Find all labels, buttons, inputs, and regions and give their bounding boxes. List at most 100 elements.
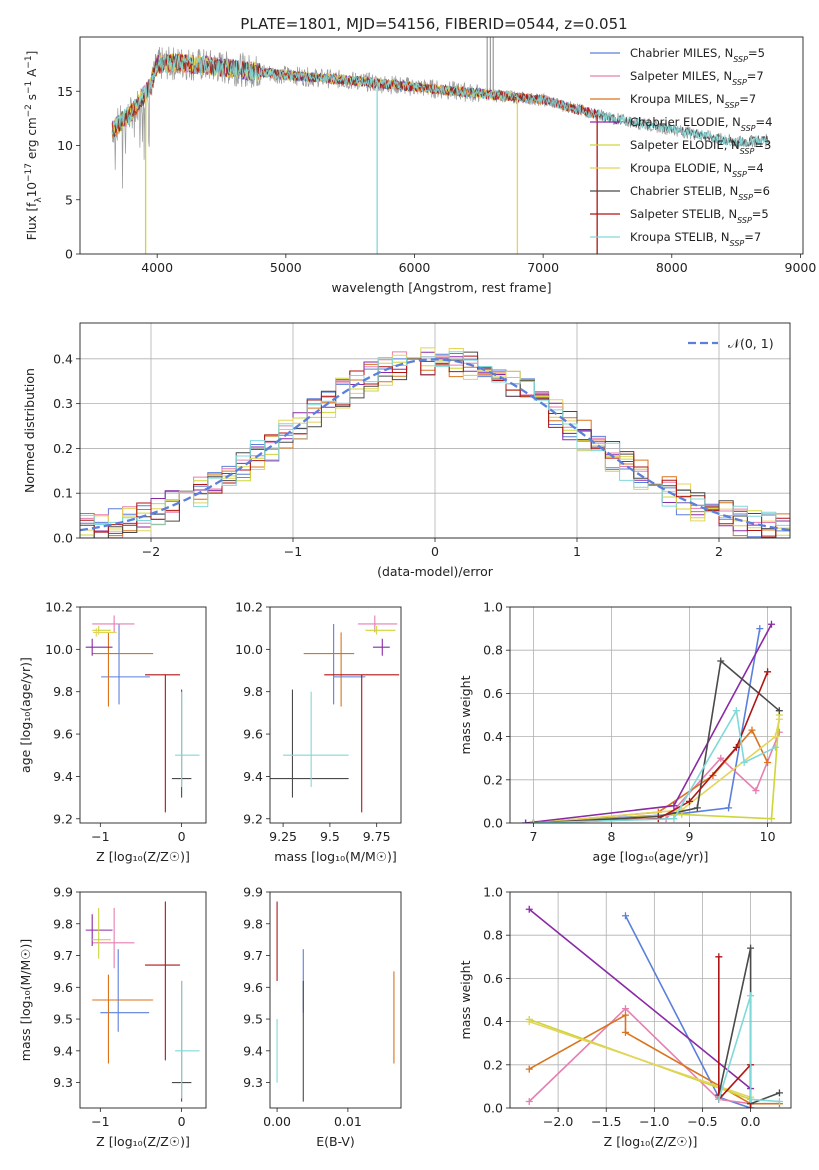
plot-area-age-vs-mass: [270, 615, 400, 813]
y-axis-label-part: −17: [24, 163, 34, 182]
y-tick-label: 0.6: [483, 686, 503, 701]
weight-point-marker: [621, 912, 629, 920]
x-tick-label: −1: [284, 544, 302, 559]
legend-label: Salpeter ELODIE, NSSP=3: [630, 138, 771, 156]
weight-line: [533, 671, 769, 823]
x-tick-label: −1.0: [639, 1114, 669, 1129]
weight-point-marker: [747, 1095, 755, 1103]
legend-n-prefix: , N: [716, 69, 732, 83]
x-axis-label: wavelength [Angstrom, rest frame]: [331, 280, 551, 295]
y-axis-label: Flux [fλ10−17 erg cm−2 s−1 A−1]: [24, 51, 44, 241]
plot-area-mass-vs-EBV: [276, 901, 395, 1102]
y-tick-label: 10: [57, 138, 73, 153]
y-tick-label: 9.8: [53, 916, 73, 931]
weight-line: [533, 719, 781, 823]
weight-point-marker: [715, 953, 723, 961]
legend-n-value: =4: [756, 115, 773, 129]
residual-histogram: [80, 355, 790, 537]
x-tick-label: 9.25: [269, 829, 297, 844]
weight-point-marker: [732, 707, 740, 715]
weight-point-marker: [752, 787, 760, 795]
x-axis-label: Z [log₁₀(Z/Z☉)]: [96, 1134, 190, 1149]
plot-area-mass-weight-vs-Z: [525, 905, 783, 1108]
y-tick-label: 1.0: [483, 600, 503, 615]
x-axis-label: Z [log₁₀(Z/Z☉)]: [96, 849, 190, 864]
weight-point-marker: [775, 1089, 783, 1097]
residual-histogram: [80, 351, 790, 526]
legend-label: Chabrier ELODIE, NSSP=4: [630, 115, 772, 133]
y-axis-label-part: −1: [24, 81, 34, 94]
weight-point-marker: [767, 815, 775, 823]
x-tick-label: 1: [573, 544, 581, 559]
weight-line: [718, 948, 780, 1105]
legend-n-value: =3: [754, 138, 771, 152]
legend-n-subscript: SSP: [730, 239, 745, 248]
legend-label: Kroupa STELIB, NSSP=7: [630, 230, 761, 248]
y-tick-label: 9.2: [53, 811, 73, 826]
legend-label: Kroupa ELODIE, NSSP=4: [630, 161, 764, 179]
y-axis-label-part: −1: [24, 55, 34, 68]
legend-series-name: Kroupa STELIB: [630, 230, 714, 244]
y-tick-label: 10.0: [235, 642, 263, 657]
y-tick-label: 0.4: [483, 729, 503, 744]
weight-line: [528, 1020, 751, 1098]
legend-n-value: =7: [747, 69, 764, 83]
weight-point-marker: [732, 743, 740, 751]
legend-n-subscript: SSP: [732, 78, 747, 87]
y-tick-label: 9.7: [53, 948, 73, 963]
figure-title: PLATE=1801, MJD=54156, FIBERID=0544, z=0…: [240, 15, 627, 33]
y-tick-label: 9.2: [243, 811, 263, 826]
weight-point-marker: [767, 620, 775, 628]
x-axis-label: E(B-V): [316, 1134, 355, 1149]
weight-point-marker: [525, 905, 533, 913]
legend-label: Salpeter MILES, NSSP=7: [630, 69, 764, 87]
y-tick-label: 1.0: [483, 885, 503, 900]
weight-point-marker: [725, 804, 733, 812]
weight-point-marker: [756, 625, 764, 633]
x-tick-label: 0.00: [263, 1114, 291, 1129]
legend-series-name: Salpeter STELIB: [630, 207, 721, 221]
x-tick-label: 7: [529, 829, 537, 844]
y-tick-label: 10.2: [235, 600, 263, 615]
y-tick-label: 9.5: [53, 1012, 73, 1027]
x-tick-label: 0: [431, 544, 439, 559]
weight-point-marker: [747, 992, 755, 1000]
weight-point-marker: [670, 815, 678, 823]
legend-n-prefix: , N: [709, 92, 725, 106]
weight-point-marker: [525, 1098, 533, 1106]
plot-area-age-vs-Z: [85, 615, 200, 813]
y-tick-label: 9.9: [243, 885, 263, 900]
weight-point-marker: [771, 733, 779, 741]
weight-point-marker: [693, 804, 701, 812]
y-axis-label-part: Flux [f: [25, 202, 39, 240]
y-tick-label: 0.2: [483, 1057, 503, 1072]
x-tick-label: −1: [91, 829, 109, 844]
x-tick-label: 9: [686, 829, 694, 844]
y-tick-label: 10.2: [45, 600, 73, 615]
plot-area-spectrum: [111, 37, 770, 254]
legend-n-prefix: , N: [714, 230, 730, 244]
legend-n-prefix: , N: [724, 138, 740, 152]
plot-area-residuals: [80, 347, 790, 538]
legend-series-name: Salpeter MILES: [630, 69, 716, 83]
legend-n-prefix: , N: [725, 115, 741, 129]
x-tick-label: 0: [178, 1114, 186, 1129]
y-tick-label: 9.8: [243, 684, 263, 699]
spectrum-model-line: [111, 54, 769, 148]
x-axis-label: mass [log₁₀(M/M☉)]: [274, 849, 396, 864]
panel-residuals: −2 −1 0 1 2 0.0 0.1 0.2 0.3 0.4 (data-model)/error…: [22, 322, 791, 579]
weight-line: [624, 915, 751, 1108]
weight-point-marker: [621, 1011, 629, 1019]
x-axis-label: Z [log₁₀(Z/Z☉)]: [604, 1134, 698, 1149]
y-tick-label: 9.3: [53, 1075, 73, 1090]
y-tick-label: 9.3: [243, 1075, 263, 1090]
axes-frame: [79, 606, 207, 824]
weight-line: [525, 628, 761, 823]
legend-n-value: =5: [752, 207, 769, 221]
legend-n-subscript: SSP: [740, 147, 755, 156]
legend-n-subscript: SSP: [733, 55, 748, 64]
panel-mass-weight-vs-Z: −2.0 −1.5 −1.0 −0.5 0.0 0.0 0.2 0.4 0.6 0.8 1.0 Z […: [458, 885, 792, 1149]
panel-mass-vs-EBV: 0.00 0.01 9.3 9.4 9.5 9.6 9.7 9.8 9.9 E(B-V): [243, 885, 402, 1149]
y-tick-label: 0.0: [483, 816, 503, 831]
panel-spectrum: 4000 5000 6000 7000 8000 9000 0 5 10 15 wavelength…: [24, 36, 816, 295]
